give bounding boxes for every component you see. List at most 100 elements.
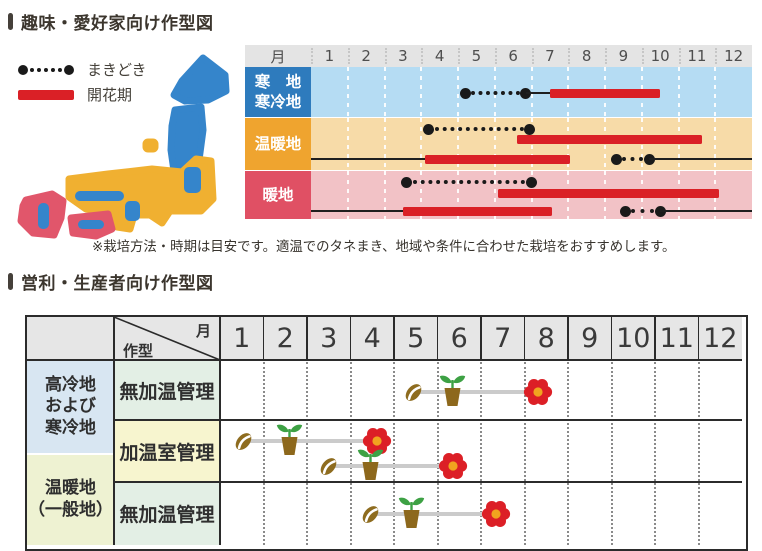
flowering-period-bar [516,134,703,144]
region-row-label-line: 寒冷地 [254,93,302,111]
region-row-timeline [311,67,752,117]
cultivation-note: ※栽培方法・時期は目安です。適温でのタネまき、地域や条件に合わせた栽培をおすすめ… [92,240,676,255]
header-gridline [458,48,460,64]
region-column-border [113,317,115,545]
header-bottom-border [27,359,742,361]
month-gridline [262,362,265,545]
seed-icon [401,382,426,403]
header-gridline [384,48,387,64]
map-warm-accent-shapes [38,203,104,229]
month-label: 6 [450,323,468,354]
japan-region-map [17,54,230,240]
header-gridline [494,48,497,64]
sowing-end-dot [526,176,537,188]
crop-type-label: 無加温管理 [119,504,215,526]
sprout-icon [439,373,466,407]
region-group-divider [27,453,114,455]
sprout-icon [276,422,303,456]
hobby-section-title: 趣味・愛好家向け作型図 [21,14,214,34]
month-label: 4 [434,47,445,65]
region-row: 寒 地寒冷地 [245,67,752,117]
month-gridline [383,67,386,117]
month-label: 8 [537,323,555,354]
month-gridline [567,362,569,545]
month-gridline [457,171,459,219]
growth-stage-connector-line [370,512,497,516]
commercial-calendar-table: 高冷地 および 寒冷地 温暖地 （一般地） 無加温管理 加温室管理 無加温管理月作型 1 2 3 4 5… [25,315,748,551]
month-label: 10 [616,323,651,354]
month-label: 3 [320,323,338,354]
month-label: 5 [407,323,425,354]
month-label: 12 [703,323,738,354]
seed-icon [358,504,383,525]
region-row-label-line: 温暖地 [254,135,302,154]
sowing-start-dot [619,205,631,217]
month-label: 9 [618,47,629,65]
header-gridline [641,48,644,64]
map-cold-accent-shapes [75,167,201,221]
type-column-border [219,317,221,545]
legend-label-sowing: まきどき [87,61,147,79]
region-group-label-line: および [45,396,96,417]
month-label: 3 [398,47,408,65]
overwinter-connector-line [649,158,752,160]
sowing-dotted-line [631,209,655,213]
seed-icon [316,456,341,477]
month-label: 12 [724,47,744,65]
legend-label-flowering: 開花期 [87,86,133,104]
month-label: 1 [233,323,251,354]
crop-type-cell: 無加温管理 [114,360,220,420]
crop-type-label: 加温室管理 [119,441,215,464]
month-gridline [677,118,680,171]
chart-legend: まきどき 開花期 [18,57,147,107]
month-header-border [306,317,308,360]
month-gridline [640,118,643,171]
header-gridline [605,48,607,64]
month-label: 11 [659,323,694,354]
sowing-dotted-line [434,127,524,131]
region-row-label-line: 暖地 [262,185,294,204]
month-label: 7 [494,323,512,354]
legend-item-sowing: まきどき [18,57,147,82]
month-gridline [436,362,439,545]
flowering-period-bar [498,188,719,198]
header-gridline [421,48,424,64]
corner-diagonal [114,317,220,360]
crop-type-label: 無加温管理 [119,380,215,403]
flower-icon [523,377,553,407]
month-gridline [420,67,423,117]
header-gridline [531,48,534,64]
month-label: 2 [276,323,294,354]
crop-type-cell: 無加温管理 [114,482,220,545]
corner-month-label: 月 [196,322,212,340]
month-header-border [436,317,439,360]
month-gridline [604,118,606,171]
overwinter-connector-line [660,210,752,212]
month-gridline [493,171,496,219]
month-label: 4 [363,323,381,354]
month-gridline [480,362,482,545]
seed-icon [231,431,256,452]
month-gridline [349,362,352,545]
growth-stage-connector-line [413,390,538,394]
region-row-label: 暖地 [245,171,311,219]
month-label: 10 [650,47,670,65]
month-header-border [262,317,265,360]
month-label: 9 [581,323,599,354]
month-gridline [393,362,395,545]
sowing-start-dot [423,123,435,135]
month-header-border [480,317,482,360]
month-gridline [346,118,349,171]
sowing-dotted-line [471,91,520,95]
month-header-border [610,317,613,360]
month-header-border [567,317,569,360]
sowing-start-dot [459,87,471,99]
overwinter-connector-line [311,158,425,160]
flowering-period-bar [549,88,661,98]
region-group-label-line: 温暖地 [45,478,96,499]
header-gridline [568,48,571,64]
sowing-dotted-line [622,157,644,161]
region-row-label: 温暖地 [245,118,311,171]
month-label: 6 [508,47,518,65]
